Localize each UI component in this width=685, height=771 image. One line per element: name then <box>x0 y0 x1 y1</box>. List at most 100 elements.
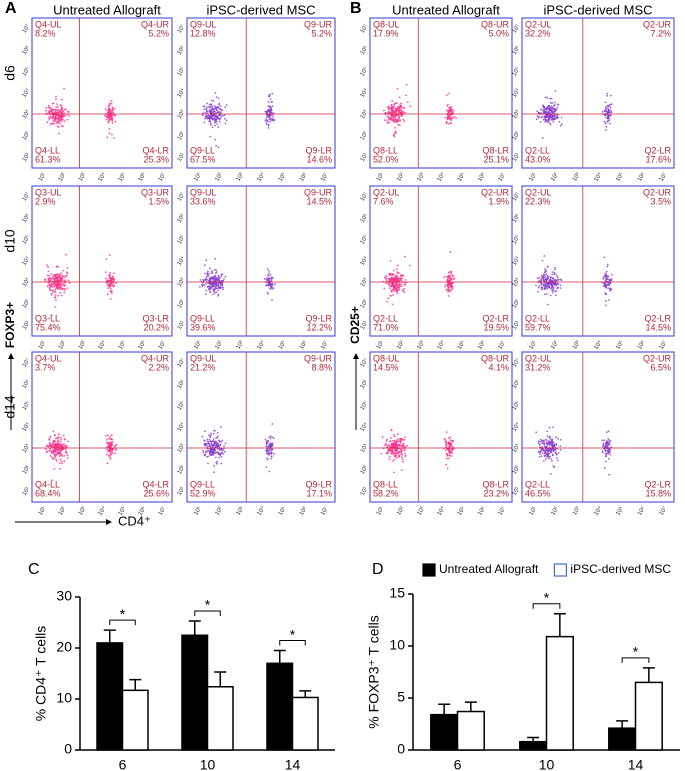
event-dot <box>391 289 393 292</box>
event-dot <box>51 443 53 445</box>
y-log-tick: 10⁶ <box>21 212 32 224</box>
x-tick-label: 14 <box>628 757 644 771</box>
event-dot <box>208 273 211 275</box>
event-dot <box>387 297 390 299</box>
event-dot <box>448 92 450 95</box>
event-dot <box>265 278 268 281</box>
event-dot <box>212 108 215 110</box>
event-dot <box>223 114 226 117</box>
event-dot <box>213 278 215 281</box>
quadrant-name: Q9-UL <box>190 187 217 197</box>
event-dot <box>221 284 224 287</box>
event-dot <box>390 443 393 445</box>
event-dot <box>207 445 209 448</box>
panel-letter: B <box>350 0 362 17</box>
event-dot <box>110 111 112 113</box>
event-dot <box>606 94 609 97</box>
bar <box>634 681 663 751</box>
event-dot <box>201 435 204 438</box>
event-dot <box>545 273 548 275</box>
event-dot <box>549 107 551 110</box>
event-dot <box>205 451 208 454</box>
event-dot <box>53 285 56 288</box>
event-dot <box>538 451 540 453</box>
y-log-tick: 10³ <box>360 277 370 288</box>
y-log-tick: 10⁷ <box>176 357 186 368</box>
event-dot <box>212 293 214 296</box>
event-dot <box>53 122 55 125</box>
event-dot <box>53 468 56 470</box>
x-log-tick: 10³ <box>78 340 88 351</box>
event-dot <box>55 453 58 456</box>
quadrant-name: Q2-UR <box>481 187 510 197</box>
x-log-tick: 10⁴ <box>436 339 447 351</box>
event-dot <box>557 116 560 119</box>
event-dot <box>396 277 399 280</box>
event-dot <box>390 106 393 109</box>
event-dot <box>59 117 61 119</box>
event-dot <box>451 448 454 451</box>
event-dot <box>448 448 450 450</box>
event-dot <box>609 114 612 117</box>
event-dot <box>112 448 114 451</box>
plot-frame <box>369 185 513 337</box>
x-tick-label: 6 <box>119 757 127 771</box>
x-log-tick: 10² <box>58 172 68 183</box>
x-log-tick: 10⁶ <box>636 505 647 517</box>
event-dot <box>50 277 52 280</box>
event-dot <box>387 452 389 455</box>
event-dot <box>205 444 208 447</box>
event-dot <box>46 274 49 277</box>
event-dot <box>64 289 66 291</box>
arrow-head <box>353 353 359 359</box>
event-dot <box>54 296 56 299</box>
y-log-tick: 10³ <box>360 443 370 454</box>
x-tick-label: 14 <box>285 757 301 771</box>
y-log-tick: 10⁶ <box>176 378 187 390</box>
event-dot <box>209 103 212 105</box>
event-dot <box>51 108 53 111</box>
event-dot <box>56 436 59 439</box>
event-dot <box>546 114 548 117</box>
error-bar <box>129 678 142 691</box>
event-dot <box>607 117 609 120</box>
error-bar <box>616 720 629 729</box>
event-dot <box>271 442 274 445</box>
y-tick-label: 15 <box>389 585 405 601</box>
event-dot <box>448 115 450 118</box>
event-dot <box>54 451 57 453</box>
event-dot <box>53 120 56 123</box>
event-dot <box>537 442 540 444</box>
x-log-tick: 10⁵ <box>117 339 128 351</box>
quadrant-name: Q8-LR <box>482 145 509 155</box>
event-dot <box>385 282 388 285</box>
event-dot <box>406 444 408 447</box>
event-dot <box>540 455 543 457</box>
event-dot <box>386 119 389 122</box>
event-dot <box>55 299 57 301</box>
arrow-head <box>8 353 14 359</box>
event-dot <box>387 106 389 108</box>
y-log-tick: 10⁵ <box>359 399 370 411</box>
event-dot <box>216 284 219 287</box>
event-dot <box>606 92 609 95</box>
event-dot <box>606 265 609 268</box>
y-log-tick: 10⁷ <box>511 357 521 368</box>
event-dot <box>270 117 272 120</box>
quadrant-value: 68.4% <box>35 488 61 498</box>
bar <box>266 662 294 751</box>
event-dot <box>391 303 394 306</box>
event-dot <box>554 448 557 451</box>
event-dot <box>114 452 117 455</box>
event-dot <box>550 438 552 441</box>
event-dot <box>451 116 454 119</box>
event-dot <box>206 286 209 288</box>
event-dot <box>539 121 542 123</box>
bar <box>545 635 574 751</box>
event-dot <box>267 278 269 281</box>
event-dot <box>542 284 545 287</box>
event-dot <box>537 116 540 119</box>
y-log-tick: 10⁴ <box>359 87 370 99</box>
x-log-tick: 10⁷ <box>157 505 167 516</box>
event-dot <box>208 116 211 119</box>
